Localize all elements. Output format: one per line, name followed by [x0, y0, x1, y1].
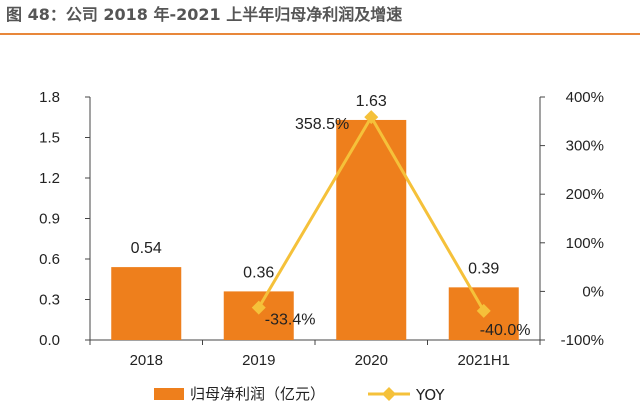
left-tick-label: 0.9 [39, 211, 60, 228]
bar-data-label: 0.39 [468, 260, 499, 277]
yoy-marker [364, 110, 379, 125]
left-tick-label: 1.5 [39, 130, 60, 147]
legend-label-bar: 归母净利润（亿元） [190, 385, 325, 403]
bar-data-label: 1.63 [356, 93, 387, 110]
bar [223, 291, 294, 340]
right-tick-label: 100% [566, 235, 604, 252]
yoy-data-label: -33.4% [265, 312, 316, 329]
x-tick-label: 2020 [355, 352, 388, 369]
bar-data-label: 0.36 [243, 264, 274, 281]
yoy-data-label: 358.5% [295, 116, 349, 133]
x-tick-label: 2019 [242, 352, 275, 369]
legend-swatch-marker [382, 387, 396, 401]
left-tick-label: 0.3 [39, 292, 60, 309]
yoy-marker [251, 300, 266, 315]
right-tick-label: 0% [582, 283, 604, 300]
bar [111, 267, 182, 340]
right-tick-label: -100% [561, 332, 604, 349]
bar [336, 119, 407, 340]
x-tick-label: 2018 [130, 352, 163, 369]
left-tick-label: 1.8 [39, 89, 60, 106]
yoy-marker [476, 303, 491, 318]
left-tick-label: 0.6 [39, 251, 60, 268]
bar-data-label: 0.54 [131, 240, 162, 257]
right-tick-label: 200% [566, 186, 604, 203]
figure-title: 图 48：公司 2018 年-2021 上半年归母净利润及增速 [6, 5, 403, 24]
left-tick-label: 1.2 [39, 170, 60, 187]
title-rule [0, 33, 640, 35]
legend-swatch-bar [154, 388, 184, 400]
x-tick-label: 2021H1 [457, 352, 510, 369]
right-tick-label: 400% [566, 89, 604, 106]
left-tick-label: 0.0 [39, 332, 60, 349]
right-tick-label: 300% [566, 138, 604, 155]
legend-label-line: YOY [415, 386, 445, 404]
yoy-data-label: -40.0% [480, 322, 531, 339]
